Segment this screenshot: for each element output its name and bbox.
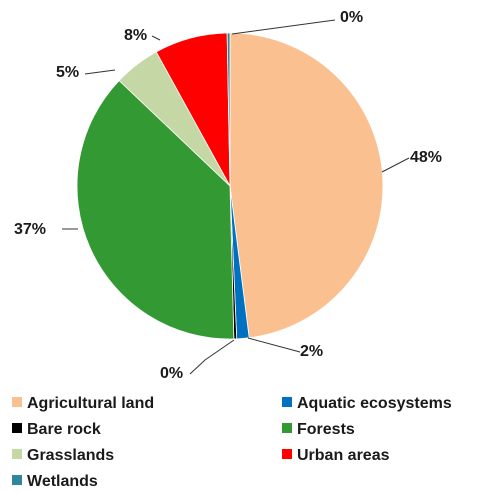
data-labels: 48% 2% 0% 37% 5% 8% 0% [14, 9, 442, 382]
legend-swatch-grasslands [12, 449, 22, 459]
legend-swatch-urban-areas [282, 449, 292, 459]
leader-line-aquatic-ecosystems [247, 337, 301, 353]
data-label-grasslands: 5% [56, 64, 79, 81]
data-label-bare-rock: 0% [160, 365, 183, 382]
legend-label-wetlands: Wetlands [27, 473, 98, 490]
legend-label-aquatic-ecosystems: Aquatic ecosystems [297, 395, 452, 412]
slice-forests [76, 80, 235, 340]
legend-label-forests: Forests [297, 421, 355, 438]
legend-label-urban-areas: Urban areas [297, 447, 390, 464]
slice-wetlands [226, 32, 231, 187]
legend-label-agricultural-land: Agricultural land [27, 395, 154, 412]
data-label-aquatic-ecosystems: 2% [300, 343, 323, 360]
data-label-wetlands: 0% [340, 9, 363, 26]
leader-lines [62, 19, 410, 375]
legend-label-grasslands: Grasslands [27, 447, 114, 464]
legend-swatch-agricultural-land [12, 397, 22, 407]
legend-swatch-wetlands [12, 475, 22, 485]
legend-swatch-aquatic-ecosystems [282, 397, 292, 407]
pie-slices [76, 32, 384, 340]
data-label-urban-areas: 8% [124, 27, 147, 44]
leader-line-urban-areas [151, 35, 161, 41]
legend-swatch-forests [282, 423, 292, 433]
leader-line-wetlands [231, 19, 336, 35]
leader-line-bare-rock [189, 339, 235, 375]
leader-line-agricultural-land [381, 157, 410, 173]
data-label-forests: 37% [14, 221, 46, 238]
legend-swatch-bare-rock [12, 423, 22, 433]
legend: Agricultural land Aquatic ecosystems Bare … [12, 395, 452, 490]
leader-line-grasslands [84, 69, 116, 75]
data-label-agricultural-land: 48% [410, 149, 442, 166]
slice-agricultural-land [229, 32, 384, 339]
legend-label-bare-rock: Bare rock [27, 421, 101, 438]
